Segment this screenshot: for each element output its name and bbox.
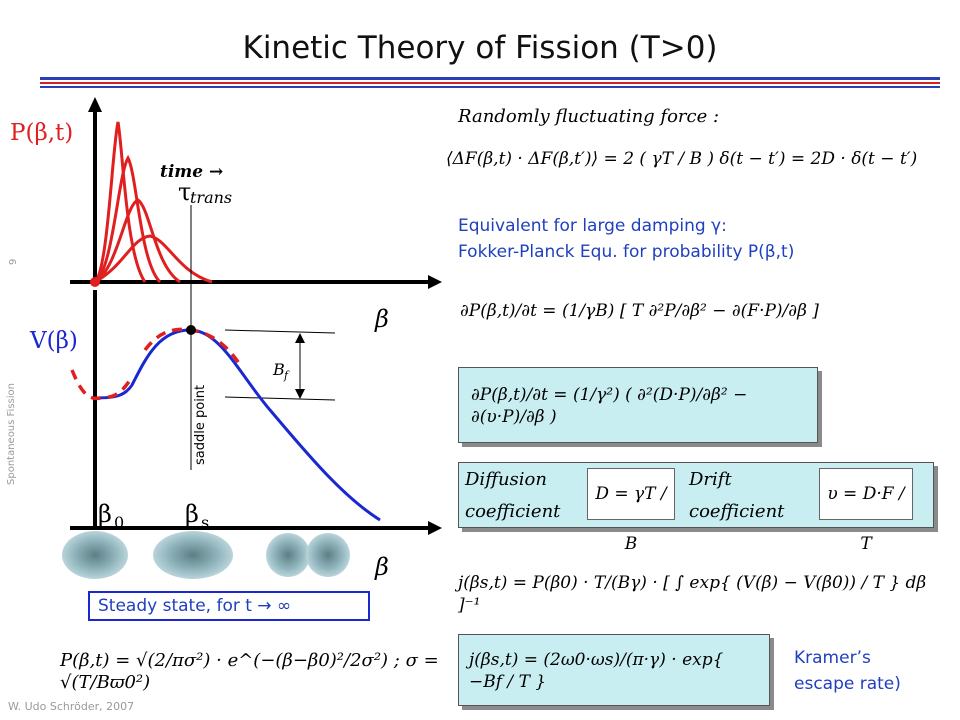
diffusion-word-2: coefficient [465,501,561,522]
beta-label-upper: β [374,305,389,333]
tau-sub-label: trans [190,188,232,207]
bf-sub-label: f [283,369,290,382]
page-title: Kinetic Theory of Fission (T>0) [242,30,718,66]
kramer-label-1: Kramer’s [794,648,871,668]
gaussian-equation: P(β,t) = √(2/πσ²) · e^(−(β−β0)²/2σ²) ; σ… [60,650,439,693]
steady-state-box: Steady state, for t → ∞ [88,591,370,621]
fokker-planck-box: ∂P(β,t)/∂t = (1/γ²) ( ∂²(D·P)/∂β² − ∂(υ·… [458,367,818,443]
title-rule-blue-lower [40,86,940,88]
title-rule-blue [40,77,940,80]
kramer-box: j(βs,t) = (2ω0·ωs)/(π·γ) · exp{ −Bf / T … [458,634,770,706]
kramer-equation: j(βs,t) = (2ω0·ωs)/(π·γ) · exp{ −Bf / T … [469,650,724,692]
shape-fragment-left [266,533,310,577]
barrier-bottom-line [224,396,336,401]
upper-beta-arrowhead [428,275,442,289]
title-rule-red [40,82,940,84]
beta0-sub-label: 0 [114,513,124,532]
equivalent-line-1: Equivalent for large damping γ: [458,216,727,236]
drift-word-2: coefficient [689,501,785,522]
betas-label: β [185,500,199,528]
diffusion-word-1: Diffusion [465,469,547,490]
shape-saddle [153,531,233,579]
bf-arrow-down [295,389,305,399]
coefficients-box: Diffusion coefficient D = γT / B Drift c… [458,462,934,554]
harmonic-approx-left [70,369,132,401]
fokker-planck-eq-1: ∂P(β,t)/∂t = (1/γB) [ T ∂²P/∂β² − ∂(F·P)… [460,301,819,321]
equivalent-line-2: Fokker-Planck Equ. for probability P(β,t… [458,242,795,262]
beta-label-lower: β [374,553,389,581]
bf-label: B [272,360,285,379]
v-axis-label: V(β) [29,328,78,354]
tau-label: τ [178,178,191,206]
p-curve-3 [94,198,181,284]
barrier-top-line [224,329,336,334]
diffusion-coefficient-eq: D = γT / B [587,468,675,554]
fokker-planck-eq-2: ∂P(β,t)/∂t = (1/γ²) ( ∂²(D·P)/∂β² − ∂(υ·… [471,385,748,427]
beta0-label: β [98,500,112,528]
p-curve-4 [94,234,213,284]
saddle-point-dot [186,325,196,335]
time-label: time → [160,162,223,182]
shape-ground-state [62,531,128,579]
bf-arrow-up [295,333,305,343]
flux-equation: j(βs,t) = P(β0) · T/(Bγ) · [ ∫ exp{ (V(β… [458,573,927,615]
harmonic-approx-right [143,327,244,369]
origin-dot [90,277,100,287]
kramer-label-2: escape rate) [794,674,901,694]
drift-coefficient-eq: υ = D·F / T [819,468,913,554]
betas-sub-label: s [201,513,209,532]
saddle-point-label: saddle point [193,385,208,465]
shape-fragment-right [306,533,350,577]
steady-state-text: Steady state, for t → ∞ [98,596,292,616]
p-axis-arrowhead [88,97,102,112]
fission-plot: P(β,t) V(β) time → τ trans β β B f saddl… [10,97,442,581]
random-force-heading: Randomly fluctuating force : [458,106,720,127]
p-curve-2 [93,154,162,284]
author-credit: W. Udo Schröder, 2007 [8,700,135,713]
p-axis-label: P(β,t) [10,120,73,146]
p-curve-1 [93,121,147,284]
random-force-equation: ⟨ΔF(β,t) · ΔF(β,t′)⟩ = 2 ( γT / B ) δ(t … [446,149,918,169]
drift-word-1: Drift [689,469,732,490]
lower-beta-arrowhead [428,521,442,535]
